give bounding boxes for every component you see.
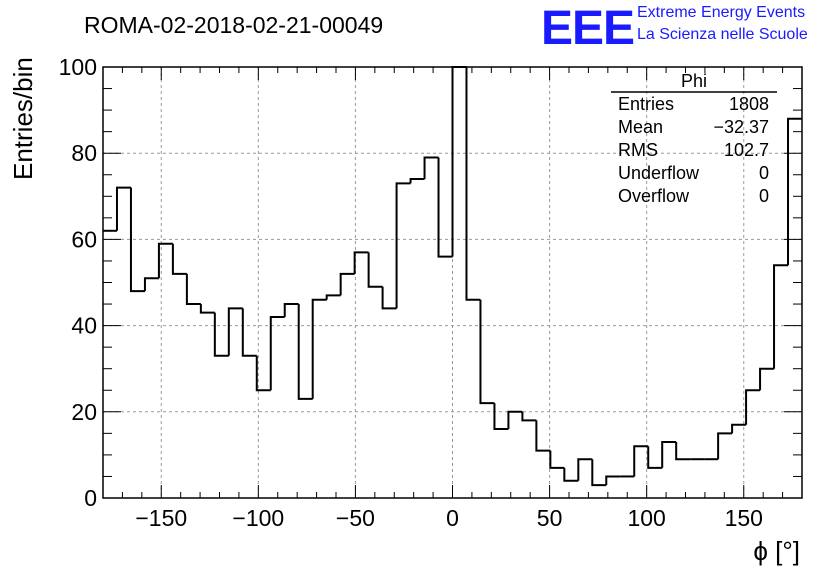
histogram-bin bbox=[507, 410, 523, 430]
logo-mark: EEE bbox=[541, 2, 634, 55]
histogram-bin bbox=[255, 355, 271, 392]
histogram-bin bbox=[535, 420, 551, 452]
histogram-bin bbox=[409, 178, 425, 184]
histogram-bin bbox=[395, 182, 411, 309]
histogram-bin bbox=[241, 308, 257, 357]
y-tick-label: 80 bbox=[71, 140, 97, 166]
histogram-bin bbox=[339, 272, 355, 296]
histogram-bin bbox=[213, 312, 229, 357]
y-tick-label: 0 bbox=[84, 485, 97, 511]
stats-row-value: −32.37 bbox=[713, 117, 769, 137]
histogram-bin bbox=[353, 251, 369, 274]
histogram-bin bbox=[311, 298, 327, 399]
stats-box-title: Phi bbox=[681, 71, 707, 91]
stats-row-label: Overflow bbox=[618, 186, 690, 206]
histogram-bin bbox=[717, 432, 733, 460]
stats-row-label: Underflow bbox=[618, 163, 700, 183]
x-tick-label: 0 bbox=[446, 505, 459, 531]
histogram-bars bbox=[103, 66, 802, 487]
histogram-bin bbox=[227, 307, 243, 356]
x-tick-label: −100 bbox=[232, 505, 284, 531]
x-tick-label: −50 bbox=[336, 505, 375, 531]
x-tick-label: 50 bbox=[537, 505, 563, 531]
x-axis-label: ϕ [°] bbox=[753, 536, 800, 566]
y-tick-label: 20 bbox=[71, 399, 97, 425]
x-tick-label: 150 bbox=[725, 505, 763, 531]
x-tick-label: 100 bbox=[627, 505, 665, 531]
histogram-bin bbox=[605, 475, 621, 486]
histogram-bin bbox=[675, 441, 691, 461]
histogram-bin bbox=[745, 389, 761, 425]
histogram-bin bbox=[423, 156, 439, 180]
stats-row-label: Mean bbox=[618, 117, 663, 137]
axis-ticks bbox=[102, 66, 803, 499]
stats-row-value: 102.7 bbox=[724, 140, 769, 160]
histogram-bin bbox=[731, 423, 747, 434]
histogram-bin bbox=[199, 304, 215, 314]
x-tick-label: −150 bbox=[135, 505, 187, 531]
histogram-bin bbox=[437, 157, 453, 258]
histogram-bin bbox=[647, 446, 663, 469]
histogram-bin bbox=[577, 458, 593, 481]
histogram-bin bbox=[563, 467, 579, 482]
histogram-bin bbox=[185, 273, 201, 306]
histogram-bin bbox=[157, 242, 173, 279]
histogram-bin bbox=[521, 411, 537, 422]
y-tick-label: 100 bbox=[59, 54, 97, 80]
histogram-bin bbox=[493, 403, 509, 431]
histogram-bin bbox=[465, 67, 481, 301]
stats-row-value: 0 bbox=[759, 163, 769, 183]
stats-box: Phi Entries 1808 Mean −32.37 RMS 102.7 Underflo… bbox=[611, 71, 777, 206]
y-tick-label: 60 bbox=[71, 226, 97, 252]
logo-line-1: Extreme Energy Events bbox=[637, 4, 805, 21]
histogram-bin bbox=[633, 445, 649, 477]
histogram-bin bbox=[759, 367, 775, 391]
histogram-bin bbox=[787, 117, 802, 266]
stats-row-label: RMS bbox=[618, 140, 658, 160]
y-axis-label: Entries/bin bbox=[8, 57, 38, 180]
histogram-bin bbox=[171, 243, 187, 275]
histogram-bin bbox=[591, 459, 607, 487]
histogram-bin bbox=[283, 303, 299, 317]
histogram-bin bbox=[143, 277, 159, 292]
histogram-bin bbox=[367, 252, 383, 288]
histogram-bin bbox=[773, 264, 789, 369]
eee-logo: EEE Extreme Energy Events La Scienza nel… bbox=[541, 2, 808, 55]
histogram-bin bbox=[479, 299, 495, 405]
stats-row-label: Entries bbox=[618, 94, 674, 114]
tick-labels: −150 −100 −50 0 50 100 150 0 20 40 60 80 100 bbox=[59, 54, 763, 531]
histogram-bin bbox=[129, 187, 145, 293]
histogram-bin bbox=[325, 294, 341, 300]
stats-row-value: 0 bbox=[759, 186, 769, 206]
histogram-bin bbox=[661, 440, 677, 468]
histogram-bin bbox=[297, 304, 313, 400]
histogram-bin bbox=[549, 450, 565, 469]
stats-row-value: 1808 bbox=[729, 94, 769, 114]
y-tick-label: 40 bbox=[71, 313, 97, 339]
chart-title: ROMA-02-2018-02-21-00049 bbox=[84, 12, 383, 38]
histogram-bin bbox=[115, 186, 131, 231]
histogram-bin bbox=[381, 286, 397, 310]
logo-line-2: La Scienza nelle Scuole bbox=[637, 26, 808, 43]
histogram-bin bbox=[269, 315, 285, 391]
